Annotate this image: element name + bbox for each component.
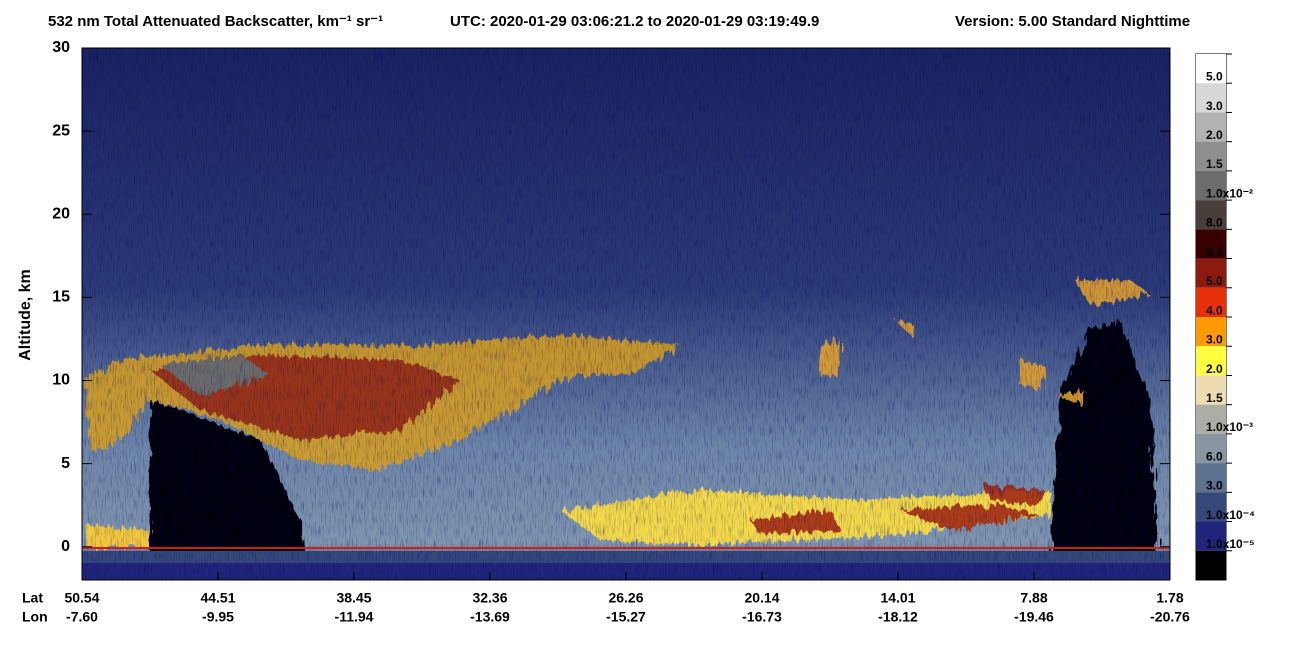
colorbar-label: 2.0 [1206, 128, 1223, 142]
lat-label: 14.01 [880, 590, 915, 606]
lat-label: 44.51 [200, 590, 235, 606]
colorbar-label: 6.0 [1206, 449, 1223, 463]
colorbar-swatch [1196, 170, 1226, 201]
colorbar-label: 3.0 [1206, 99, 1223, 113]
colorbar-swatch [1196, 317, 1226, 347]
y-tick-label: 0 [61, 538, 70, 555]
lon-label: -9.95 [202, 609, 234, 625]
lat-label: 7.88 [1020, 590, 1047, 606]
lon-label: -11.94 [335, 609, 374, 625]
lat-label: 26.26 [608, 590, 643, 606]
colorbar-label: 1.0x10⁻² [1206, 186, 1253, 200]
lat-label: 38.45 [336, 590, 371, 606]
colorbar-swatch [1196, 433, 1226, 464]
backscatter-image [82, 48, 1170, 580]
lon-label: -7.60 [66, 609, 98, 625]
colorbar-swatch [1196, 346, 1226, 376]
lat-label: 50.54 [64, 590, 99, 606]
colorbar-swatch [1196, 200, 1226, 230]
y-tick-label: 25 [52, 122, 70, 139]
lon-label: -13.69 [470, 609, 510, 625]
lon-label: -15.27 [606, 609, 646, 625]
colorbar-label: 1.0x10⁻⁵ [1206, 537, 1255, 551]
lon-label: -16.73 [742, 609, 782, 625]
version: Version: 5.00 Standard Nighttime [955, 13, 1190, 30]
colorbar-swatch [1196, 258, 1226, 288]
colorbar-swatch [1196, 54, 1226, 84]
colorbar-swatch [1196, 287, 1226, 317]
colorbar-swatch [1196, 375, 1226, 405]
colorbar-label: 5.0 [1206, 274, 1223, 288]
lat-label: 32.36 [472, 590, 507, 606]
x-row-label: Lon [22, 609, 48, 625]
colorbar-swatch [1196, 521, 1226, 551]
y-tick-label: 10 [52, 372, 70, 389]
lon-label: -20.76 [1150, 609, 1190, 625]
colorbar-swatch [1196, 141, 1226, 171]
colorbar-label: 1.5 [1206, 391, 1223, 405]
colorbar-label: 1.5 [1206, 157, 1223, 171]
colorbar-swatch [1196, 112, 1226, 142]
colorbar-label: 8.0 [1206, 216, 1223, 230]
colorbar-label: 2.0 [1206, 362, 1223, 376]
y-tick-label: 15 [52, 289, 70, 306]
colorbar-swatch [1196, 492, 1226, 522]
y-tick-label: 5 [61, 455, 70, 472]
lon-label: -19.46 [1014, 609, 1054, 625]
colorbar-swatch [1196, 550, 1226, 580]
colorbar-swatch [1196, 404, 1226, 434]
lat-label: 1.78 [1156, 590, 1183, 606]
colorbar-swatch [1196, 229, 1226, 259]
y-axis-label: Altitude, km [17, 269, 34, 361]
y-tick-label: 30 [52, 39, 70, 56]
colorbar-label: 6.0 [1206, 245, 1223, 259]
utc: UTC: 2020-01-29 03:06:21.2 to 2020-01-29… [450, 13, 819, 30]
x-row-label: Lat [22, 590, 43, 606]
lon-label: -18.12 [878, 609, 918, 625]
colorbar-label: 3.0 [1206, 479, 1223, 493]
colorbar-label: 3.0 [1206, 333, 1223, 347]
colorbar-label: 1.0x10⁻⁴ [1206, 508, 1255, 522]
lat-label: 20.14 [744, 590, 779, 606]
colorbar-swatch [1196, 83, 1226, 113]
colorbar-label: 4.0 [1206, 303, 1223, 317]
colorbar-label: 5.0 [1206, 70, 1223, 84]
title: 532 nm Total Attenuated Backscatter, km⁻… [48, 13, 383, 30]
colorbar-swatch [1196, 463, 1226, 493]
y-tick-label: 20 [52, 205, 70, 222]
colorbar-label: 1.0x10⁻³ [1206, 420, 1253, 434]
